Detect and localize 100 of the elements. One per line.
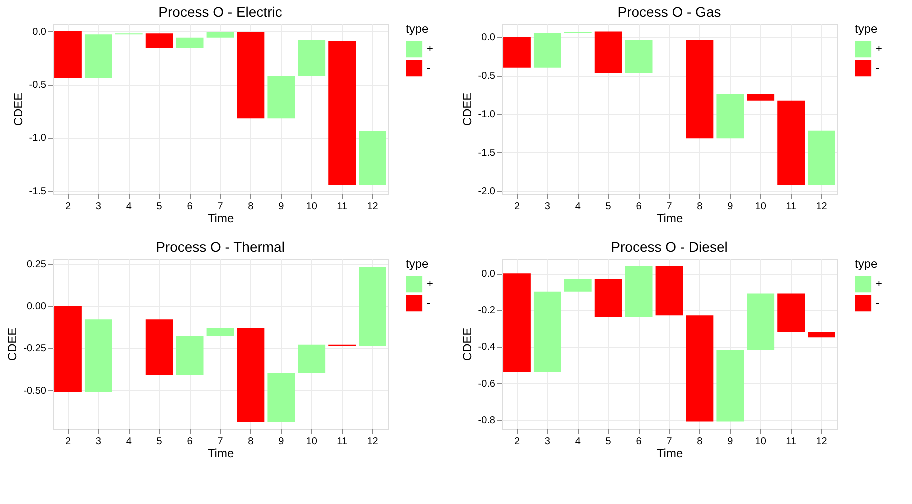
bar <box>268 76 296 119</box>
x-axis-title: Time <box>208 212 234 226</box>
text: + <box>427 278 434 290</box>
bar <box>625 266 653 318</box>
legend-title: type <box>406 22 430 36</box>
x-tick-label: 2 <box>514 202 520 212</box>
x-axis-title: Time <box>656 212 684 226</box>
x-tick-label: 4 <box>126 436 132 448</box>
x-tick-label: 11 <box>786 202 797 212</box>
y-tick-label: -0.2 <box>478 306 496 317</box>
bar <box>594 32 622 74</box>
legend-label: + <box>876 44 882 56</box>
bar <box>206 328 234 336</box>
x-tick-label: 7 <box>666 202 673 212</box>
y-tick-label: -0.8 <box>478 415 496 426</box>
bar <box>656 266 684 316</box>
y-tick-label: -0.25 <box>24 344 47 355</box>
bar <box>176 38 204 48</box>
x-tick-label: 8 <box>248 436 254 448</box>
x-tick-label: 2 <box>65 436 72 448</box>
bar <box>84 34 112 78</box>
x-tick-label: 12 <box>816 202 828 212</box>
x-tick-label: 11 <box>786 436 797 448</box>
x-tick-label: 9 <box>728 202 734 212</box>
text: - <box>876 298 880 310</box>
chart-title: Process O - Diesel <box>611 239 728 255</box>
x-tick-label: 9 <box>728 436 734 448</box>
x-tick-label: 7 <box>218 436 224 448</box>
y-tick-label: -1.0 <box>29 133 47 144</box>
bar <box>504 37 531 68</box>
x-tick-label: 3 <box>96 202 102 212</box>
x-tick-label: 4 <box>575 436 582 448</box>
chart-title: Process O - Thermal <box>156 239 285 255</box>
legend-label: + <box>427 44 434 56</box>
bar <box>206 32 234 38</box>
y-tick-label: 0.0 <box>482 32 496 44</box>
y-axis-title: CDEE <box>6 328 20 362</box>
y-axis-title: CDEE <box>460 328 474 362</box>
x-tick-label: 8 <box>248 202 254 212</box>
x-tick-label: 10 <box>306 202 318 212</box>
bar <box>146 320 174 376</box>
x-tick-label: 7 <box>666 436 673 448</box>
x-axis-title: Time <box>208 446 234 460</box>
x-axis-title: Time <box>656 446 684 460</box>
x-tick-label: 11 <box>337 436 348 448</box>
x-tick-label: 6 <box>187 202 194 212</box>
bar <box>534 292 562 372</box>
y-tick-label: -0.5 <box>29 80 47 92</box>
bar <box>298 40 326 76</box>
text: - <box>427 298 431 310</box>
bar <box>146 34 174 48</box>
y-tick-label: -0.5 <box>478 71 496 82</box>
x-tick-label: 3 <box>96 436 102 448</box>
x-tick-label: 4 <box>126 202 132 212</box>
bar <box>84 320 112 392</box>
x-tick-label: 6 <box>636 436 642 448</box>
text: + <box>876 278 882 290</box>
x-tick-label: 10 <box>755 436 767 448</box>
chart-title: Process O - Gas <box>618 4 722 20</box>
y-tick-label: -2.0 <box>478 186 496 198</box>
bar <box>808 130 836 186</box>
bar <box>54 306 82 392</box>
y-tick-label: -0.4 <box>478 342 496 354</box>
bar <box>747 94 775 101</box>
x-tick-label: 9 <box>278 202 285 212</box>
y-tick-label: 0.0 <box>482 269 496 280</box>
y-tick-label: -1.5 <box>29 186 47 198</box>
x-tick-label: 6 <box>187 436 194 448</box>
y-tick-label: 0.25 <box>27 260 47 271</box>
bar <box>564 279 592 292</box>
bar <box>594 279 622 318</box>
y-tick-label: 0.00 <box>27 302 47 313</box>
x-tick-label: 12 <box>367 202 379 212</box>
bar <box>54 31 82 78</box>
legend-title: type <box>855 22 878 36</box>
x-tick-label: 12 <box>367 436 379 448</box>
bar <box>359 131 386 186</box>
x-tick-label: 7 <box>218 202 224 212</box>
x-tick-label: 11 <box>337 202 348 212</box>
x-tick-label: 2 <box>65 202 72 212</box>
y-tick-label: -1.0 <box>478 110 496 120</box>
bar <box>778 100 806 186</box>
x-tick-label: 5 <box>606 202 612 212</box>
bar <box>359 267 386 347</box>
bar <box>268 373 296 422</box>
legend-label: - <box>427 62 431 74</box>
legend-title: type <box>855 257 878 271</box>
chart-title: Process O - Electric <box>158 4 282 20</box>
x-tick-label: 3 <box>544 202 551 212</box>
y-axis-title: CDEE <box>460 92 474 126</box>
x-tick-label: 8 <box>697 202 704 212</box>
x-tick-label: 6 <box>636 202 642 212</box>
bar <box>778 294 806 332</box>
bar <box>176 336 204 376</box>
x-tick-label: 2 <box>514 436 520 448</box>
x-tick-label: 5 <box>156 436 163 448</box>
legend-label: - <box>876 62 880 74</box>
bar <box>686 40 714 139</box>
bar <box>237 328 265 422</box>
bar <box>504 274 531 372</box>
